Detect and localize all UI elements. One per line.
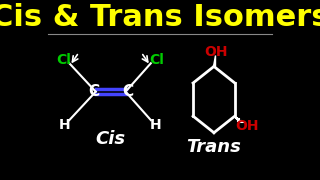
Text: OH: OH — [204, 45, 228, 59]
Text: H: H — [149, 118, 161, 132]
Text: H: H — [59, 118, 71, 132]
Text: Trans: Trans — [187, 138, 241, 156]
Text: Cl: Cl — [149, 53, 164, 67]
Text: OH: OH — [236, 119, 259, 133]
Polygon shape — [213, 55, 215, 66]
Text: Cis & Trans Isomers: Cis & Trans Isomers — [0, 3, 320, 32]
Text: C: C — [122, 84, 133, 99]
Text: C: C — [88, 84, 100, 99]
Text: Cis: Cis — [96, 130, 126, 148]
Text: Cl: Cl — [56, 53, 71, 67]
